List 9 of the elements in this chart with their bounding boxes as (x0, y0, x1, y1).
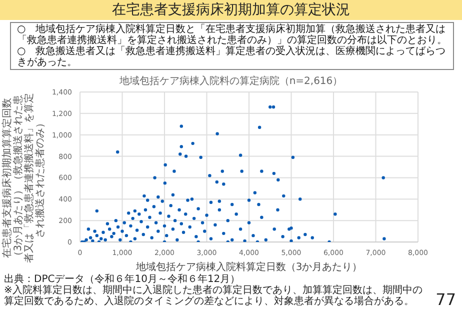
x-axis-title: 地域包括ケア病棟入院料算定日数（3か月あたり） (134, 261, 362, 273)
chart-subtitle: 地域包括ケア病棟入院料の算定病院（n=2,616） (118, 74, 344, 88)
text: ○ 地域包括ケア病棟入院料算定日数と「在宅患者支援病床初期加算（救急搬送された患者又は「救急患者連携搬送料」を算定され搬送された患者のみ）」の算定回数の分布は以下のとおり。 (17, 24, 447, 46)
chart-title: 在宅患者支援病床初期加算の算定状況 (0, 0, 462, 20)
text: 77 (436, 290, 456, 309)
text: ○ 救急搬送患者又は「救急患者連携搬送料」算定患者の受入状況は、医療機関によってばらつきがあった。 (17, 46, 447, 68)
source-note: 出典：DPCデータ（令和６年10月～令和６年12月） (4, 274, 240, 285)
text: ※入院料算定日数は、期間中に入退院した患者の算定日数であり、加算算定回数は、期間中の算定回数であるため、入退院のタイミングの差などにより、対象患者が異なる場合がある。 (4, 285, 424, 307)
y-axis-title: 在宅患者支援病床初期加算算定回数（3か月あたり）（救急搬送された患者又は「救急患者連携搬送料」を算定され搬送された患者のみ） (2, 92, 46, 265)
